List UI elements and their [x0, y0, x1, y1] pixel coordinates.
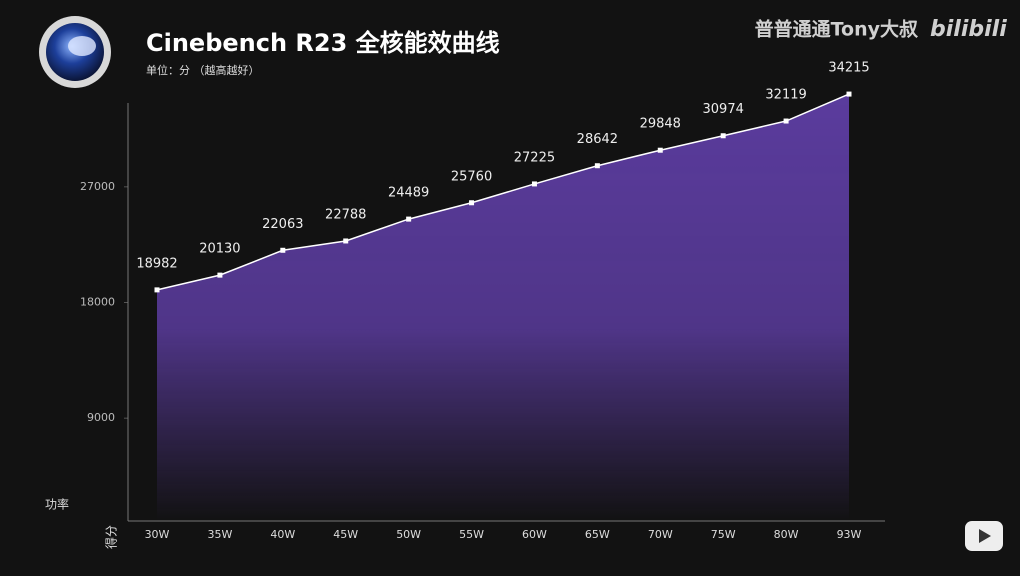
chart-subtitle: 单位：分 （越高越好） [146, 63, 260, 77]
plot-area: 9000 18000 27000 30W 35W 40W 45W 50W 55W 60W 65W 70… [80, 61, 870, 541]
point [783, 118, 789, 124]
x-tick-label: 30W [145, 528, 170, 541]
watermark-brand: bilibili [930, 17, 1007, 42]
value-label: 24489 [388, 186, 429, 201]
point [657, 147, 663, 153]
x-axis-label: 功率 [45, 497, 69, 512]
chart-title: Cinebench R23 全核能效曲线 [146, 29, 500, 57]
point [280, 247, 286, 253]
value-label: 25760 [451, 169, 492, 184]
value-label: 22788 [325, 207, 366, 222]
x-tick-label: 75W [711, 528, 736, 541]
y-tick-label: 9000 [87, 411, 115, 424]
value-label: 28642 [577, 132, 618, 147]
point [217, 272, 223, 278]
value-label: 34215 [828, 61, 869, 76]
value-label: 18982 [136, 256, 177, 271]
x-tick-label: 55W [459, 528, 484, 541]
point [846, 91, 852, 97]
value-label: 29848 [640, 117, 681, 132]
y-axis-label: 得分 [104, 525, 119, 549]
x-tick-label: 80W [774, 528, 799, 541]
point [343, 238, 349, 244]
x-tick-label: 40W [270, 528, 295, 541]
bilibili-tv-icon[interactable] [965, 521, 1003, 551]
value-label: 30974 [703, 102, 744, 117]
x-tick-label: 35W [207, 528, 232, 541]
y-tick-label: 18000 [80, 296, 115, 309]
point [469, 200, 475, 206]
x-tick-label: 60W [522, 528, 547, 541]
x-tick-label: 50W [396, 528, 421, 541]
value-label: 20130 [199, 242, 240, 257]
point [531, 181, 537, 187]
value-label: 27225 [514, 150, 555, 165]
y-tick-label: 27000 [80, 180, 115, 193]
x-tick-label: 45W [333, 528, 358, 541]
point [594, 163, 600, 169]
point [154, 287, 160, 293]
x-tick-label: 70W [648, 528, 673, 541]
cinema4d-logo [39, 16, 111, 88]
point [720, 133, 726, 139]
x-tick-label: 93W [837, 528, 862, 541]
line [156, 93, 850, 291]
point [406, 216, 412, 222]
area-fill [157, 94, 849, 521]
x-tick-label: 65W [585, 528, 610, 541]
watermark-author: 普普通通Tony大叔 [755, 18, 919, 41]
value-label: 22063 [262, 217, 303, 232]
value-label: 32119 [765, 88, 806, 103]
